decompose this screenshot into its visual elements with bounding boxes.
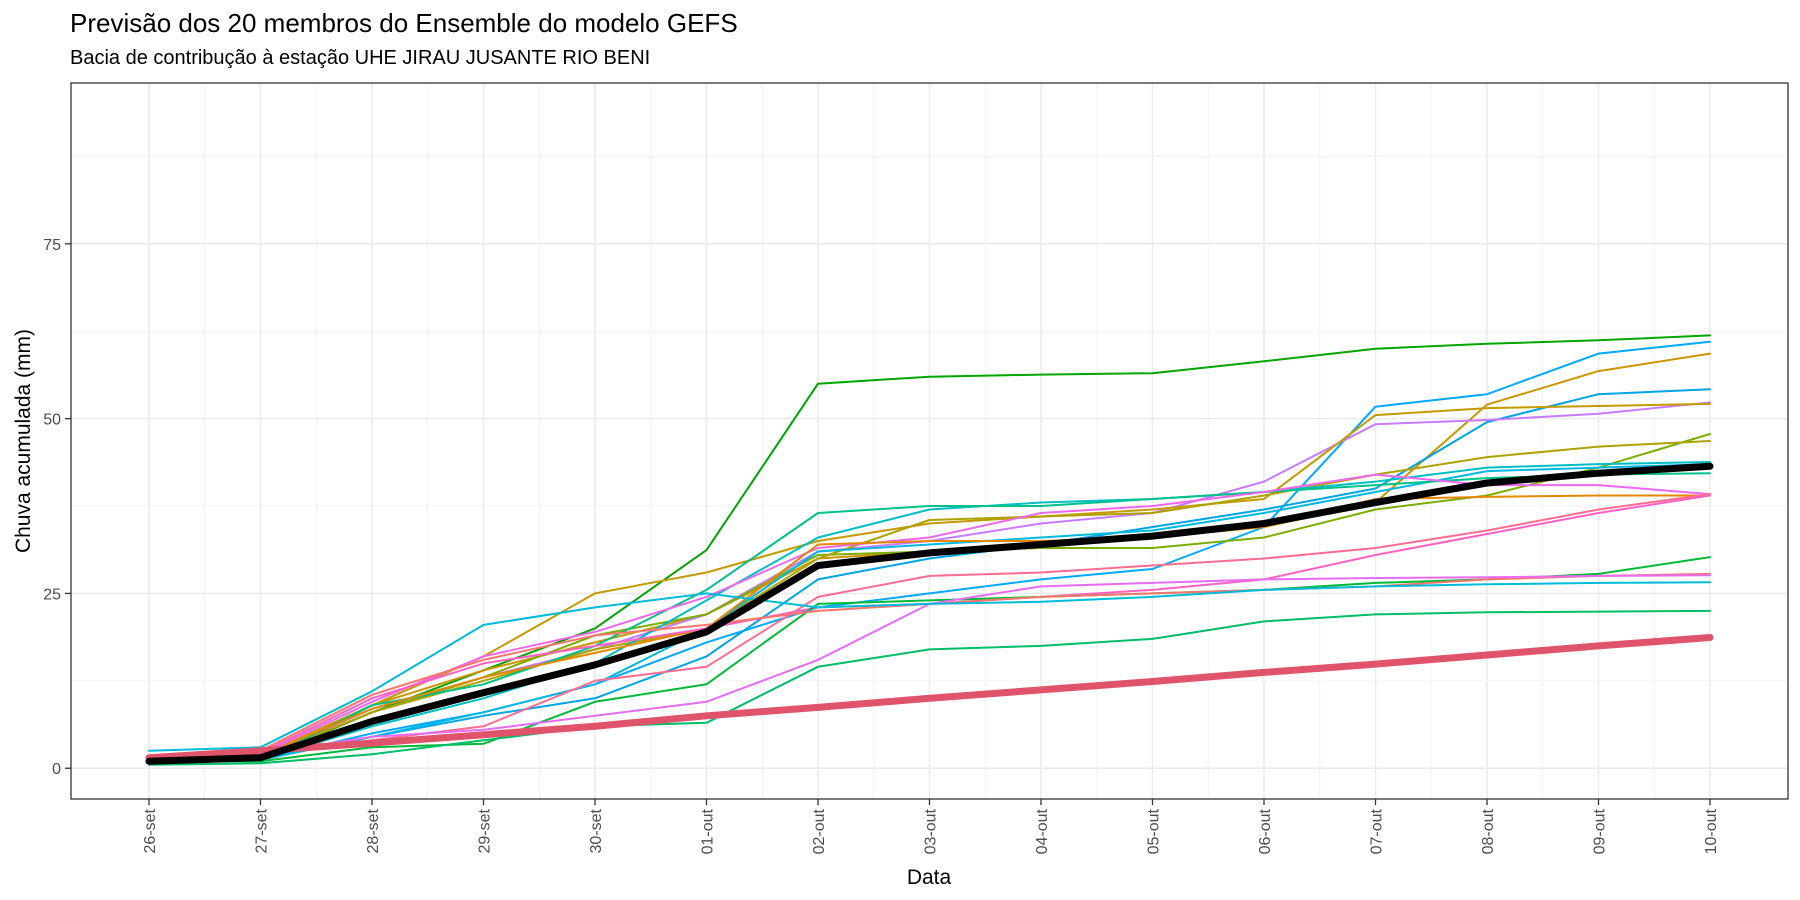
series-line-9 [148, 461, 1711, 763]
series-line-6 [148, 402, 1711, 763]
series-line-19 [148, 581, 1711, 752]
series-line-8 [148, 440, 1711, 763]
y-tick-label: 0 [52, 761, 61, 778]
x-tick-label: 03-out [923, 808, 940, 854]
x-tick-label: 02-out [811, 808, 828, 854]
x-tick-label: 01-out [700, 808, 717, 854]
series-line-20 [148, 609, 1711, 766]
x-tick-label: 28-set [365, 808, 382, 853]
series-line-4 [148, 388, 1711, 763]
x-tick-label: 04-out [1034, 808, 1051, 854]
series-line-15 [148, 556, 1711, 763]
x-tick-label: 07-out [1369, 808, 1386, 854]
y-tick-label: 50 [43, 412, 61, 429]
major-grid [71, 83, 1788, 799]
y-tick-label: 75 [43, 237, 61, 254]
y-tick-label: 25 [43, 586, 61, 603]
x-tick-label: 06-out [1257, 808, 1274, 854]
series-line-21 [145, 634, 1714, 762]
series-line-2 [148, 340, 1711, 763]
y-axis: 0 25 50 75 [43, 237, 71, 778]
x-tick-label: 26-set [142, 808, 159, 853]
series-line-22 [145, 462, 1714, 765]
series-layer [145, 334, 1714, 766]
x-axis-title: Data [907, 866, 952, 889]
x-tick-label: 08-out [1480, 808, 1497, 854]
x-axis: 26-set 27-set 28-set 29-set 30-set 01-out 02-o… [142, 799, 1720, 854]
x-tick-label: 09-out [1592, 808, 1609, 854]
series-line-13 [148, 494, 1711, 763]
x-tick-label: 29-set [477, 808, 494, 853]
series-line-10 [148, 463, 1711, 763]
x-tick-label: 10-out [1703, 808, 1720, 854]
x-tick-label: 27-set [254, 808, 271, 853]
chart-title: Previsão dos 20 membros do Ensemble do m… [70, 8, 738, 38]
y-axis-title: Chuva acumulada (mm) [12, 329, 35, 553]
x-tick-label: 05-out [1146, 808, 1163, 854]
x-tick-label: 30-set [588, 808, 605, 853]
chart-subtitle: Bacia de contribução à estação UHE JIRAU… [70, 47, 651, 69]
series-line-16 [148, 493, 1711, 763]
